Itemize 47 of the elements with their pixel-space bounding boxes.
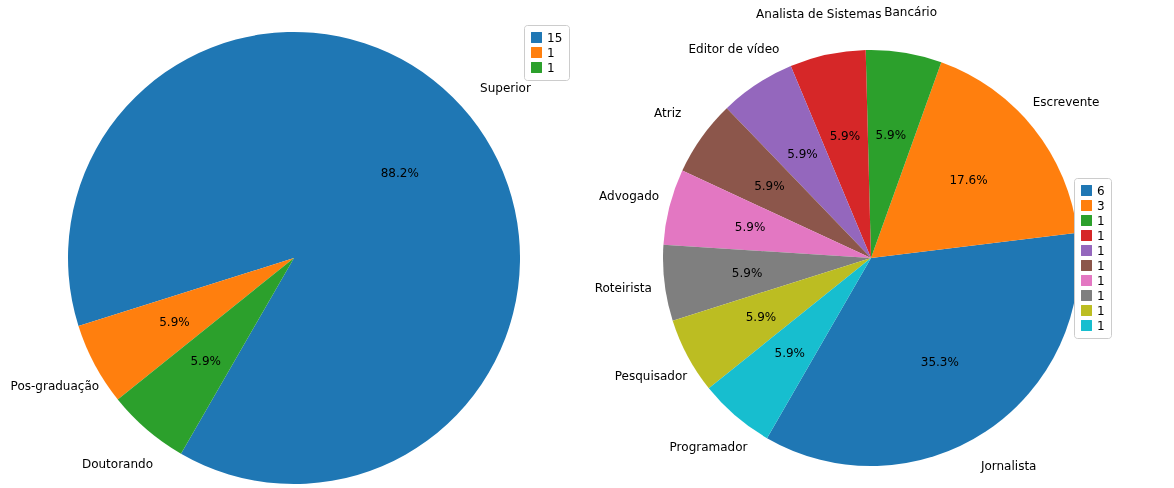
- text: 1: [1097, 303, 1105, 318]
- slice-label: Roteirista: [594, 281, 652, 296]
- text: 1: [1097, 318, 1105, 333]
- data-label: 5.9%: [745, 309, 777, 324]
- pie-slice: [726, 66, 871, 258]
- text: 1: [1097, 288, 1105, 303]
- data-label: 5.9%: [875, 127, 907, 142]
- pie-slice: [663, 244, 871, 321]
- text: 1: [1097, 213, 1105, 228]
- slice-label: Editor de vídeo: [688, 42, 780, 57]
- data-label: 5.9%: [829, 128, 861, 143]
- data-label: 17.6%: [949, 173, 988, 188]
- text: 1: [1097, 273, 1105, 288]
- slice-label: Advogado: [599, 189, 660, 204]
- data-label: 5.9%: [159, 314, 190, 329]
- slice-label: Analista de Sistemas: [756, 6, 882, 21]
- text: 15: [547, 30, 563, 45]
- text: 1: [1097, 258, 1105, 273]
- pie-slice: [865, 50, 942, 258]
- slice-label: Escrevente: [1032, 95, 1100, 110]
- text: 1: [547, 45, 555, 60]
- data-label: 5.9%: [731, 266, 763, 281]
- slice-label: Pos-graduação: [10, 378, 100, 393]
- pie-slice: [117, 258, 294, 454]
- text: 1: [547, 60, 555, 75]
- slice-label: Atriz: [654, 106, 682, 121]
- data-label: 5.9%: [190, 353, 221, 368]
- pie-slice: [663, 170, 871, 258]
- slice-label: Pesquisador: [614, 368, 688, 383]
- data-label: 5.9%: [774, 345, 806, 360]
- text: 6: [1097, 183, 1105, 198]
- slice-label: Superior: [480, 81, 531, 96]
- slice-label: Jornalista: [979, 459, 1037, 474]
- data-label: 88.2%: [380, 166, 419, 181]
- data-label: 5.9%: [754, 178, 785, 193]
- slice-label: Doutorando: [81, 456, 153, 471]
- data-label: 5.9%: [787, 146, 818, 161]
- pie-slice: [708, 258, 871, 439]
- data-label: 5.9%: [734, 220, 766, 235]
- pie-slice: [790, 50, 871, 258]
- slice-label: Programador: [669, 440, 748, 455]
- pie-slice: [682, 108, 871, 258]
- data-label: 35.3%: [920, 355, 959, 370]
- text: 1: [1097, 243, 1105, 258]
- text: 3: [1097, 198, 1105, 213]
- text: 1: [1097, 228, 1105, 243]
- slice-label: Bancário: [884, 4, 938, 19]
